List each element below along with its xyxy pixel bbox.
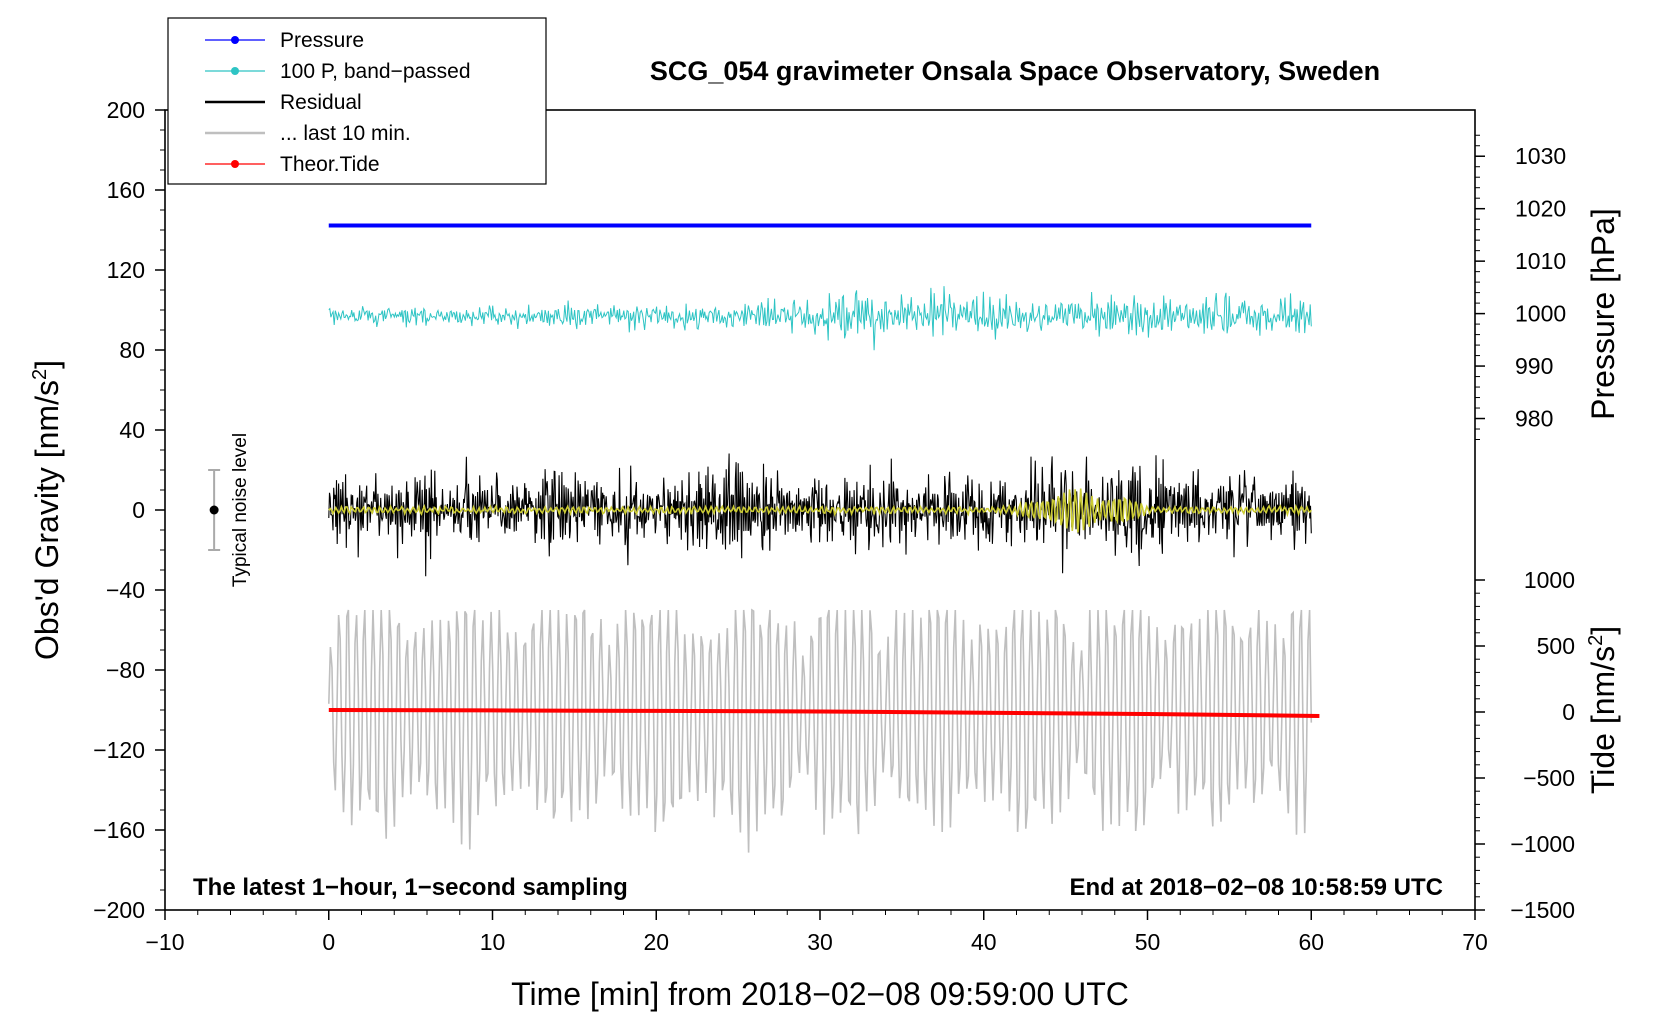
y-axis-label-main-text: Obs'd Gravity [nm/s	[29, 380, 65, 660]
residual-series-line	[328, 453, 1312, 577]
x-tick-label: 0	[322, 929, 335, 955]
noise-level-dot	[209, 505, 219, 515]
x-axis-label: Time [min] from 2018−02−08 09:59:00 UTC	[511, 976, 1129, 1012]
series-layer	[328, 223, 1320, 853]
annotation-end-time: End at 2018−02−08 10:58:59 UTC	[1069, 874, 1443, 901]
y-tick-label: 80	[119, 337, 145, 363]
tide-tick-label: 500	[1537, 633, 1575, 659]
x-tick-label: 10	[480, 929, 506, 955]
chart-title: SCG_054 gravimeter Onsala Space Observat…	[650, 56, 1380, 86]
noise-level-indicator: Typical noise level	[208, 433, 251, 587]
tide-tick-label: 0	[1562, 699, 1575, 725]
annotation-latest-hour: The latest 1−hour, 1−second sampling	[193, 874, 628, 901]
y-tick-label: −40	[106, 577, 145, 603]
pressure-tick-label: 1000	[1515, 301, 1566, 327]
y-axis-label-main: Obs'd Gravity [nm/s2]	[29, 360, 65, 660]
theoretical-tide-series-line	[328, 708, 1320, 718]
y-axis-label-tide-sup: 2	[1585, 635, 1607, 646]
x-tick-label: 70	[1462, 929, 1488, 955]
tide-tick-label: 1000	[1524, 567, 1575, 593]
legend-swatch-marker	[231, 36, 239, 44]
x-tick-label: −10	[145, 929, 184, 955]
tide-tick-label: −500	[1523, 765, 1575, 791]
legend-label: 100 P, band−passed	[280, 60, 471, 83]
last-10-min-series-line	[328, 608, 1313, 853]
pressure-tick-label: 1010	[1515, 248, 1566, 274]
legend-swatch-marker	[231, 160, 239, 168]
y-tick-label: −120	[93, 737, 145, 763]
y-tick-label: −200	[93, 897, 145, 923]
y-axis-label-tide-end: ]	[1585, 626, 1621, 635]
y-tick-label: 40	[119, 417, 145, 443]
y-tick-label: 200	[107, 97, 145, 123]
y-axis-label-tide: Tide [nm/s2]	[1585, 626, 1621, 794]
y-axis-label-pressure: Pressure [hPa]	[1585, 208, 1621, 420]
pressure-tick-label: 1020	[1515, 196, 1566, 222]
legend-label: Residual	[280, 91, 362, 114]
pressure-tick-label: 990	[1515, 353, 1553, 379]
axis-layer: −10 0 10 20 30 40 50 60 7020016012080400−40−80−1…	[93, 97, 1575, 955]
pressure-tick-label: 980	[1515, 406, 1553, 432]
legend: Pressure 100 P, band−passed Residual ... la…	[167, 17, 547, 185]
legend-swatch-marker	[231, 67, 239, 75]
legend-label: Theor.Tide	[280, 153, 380, 176]
y-axis-label-main-end: ]	[29, 360, 65, 369]
y-tick-label: 120	[107, 257, 145, 283]
residual-lowpass-series-line	[328, 488, 1312, 533]
noise-level-label: Typical noise level	[230, 433, 251, 587]
y-axis-label-tide-text: Tide [nm/s	[1585, 646, 1621, 794]
x-tick-label: 60	[1298, 929, 1324, 955]
tide-tick-label: −1000	[1510, 831, 1575, 857]
x-tick-label: 20	[643, 929, 669, 955]
legend-label: Pressure	[280, 29, 364, 52]
x-tick-label: 30	[807, 929, 833, 955]
y-tick-label: −160	[93, 817, 145, 843]
pressure-tick-label: 1030	[1515, 143, 1566, 169]
y-tick-label: 160	[107, 177, 145, 203]
x-tick-label: 50	[1135, 929, 1161, 955]
y-tick-label: 0	[132, 497, 145, 523]
y-tick-label: −80	[106, 657, 145, 683]
tide-tick-label: −1500	[1510, 897, 1575, 923]
x-tick-label: 40	[971, 929, 997, 955]
bandpassed-pressure-series-line	[328, 286, 1312, 351]
y-axis-label-main-sup: 2	[29, 369, 51, 380]
legend-label: ... last 10 min.	[280, 122, 411, 145]
